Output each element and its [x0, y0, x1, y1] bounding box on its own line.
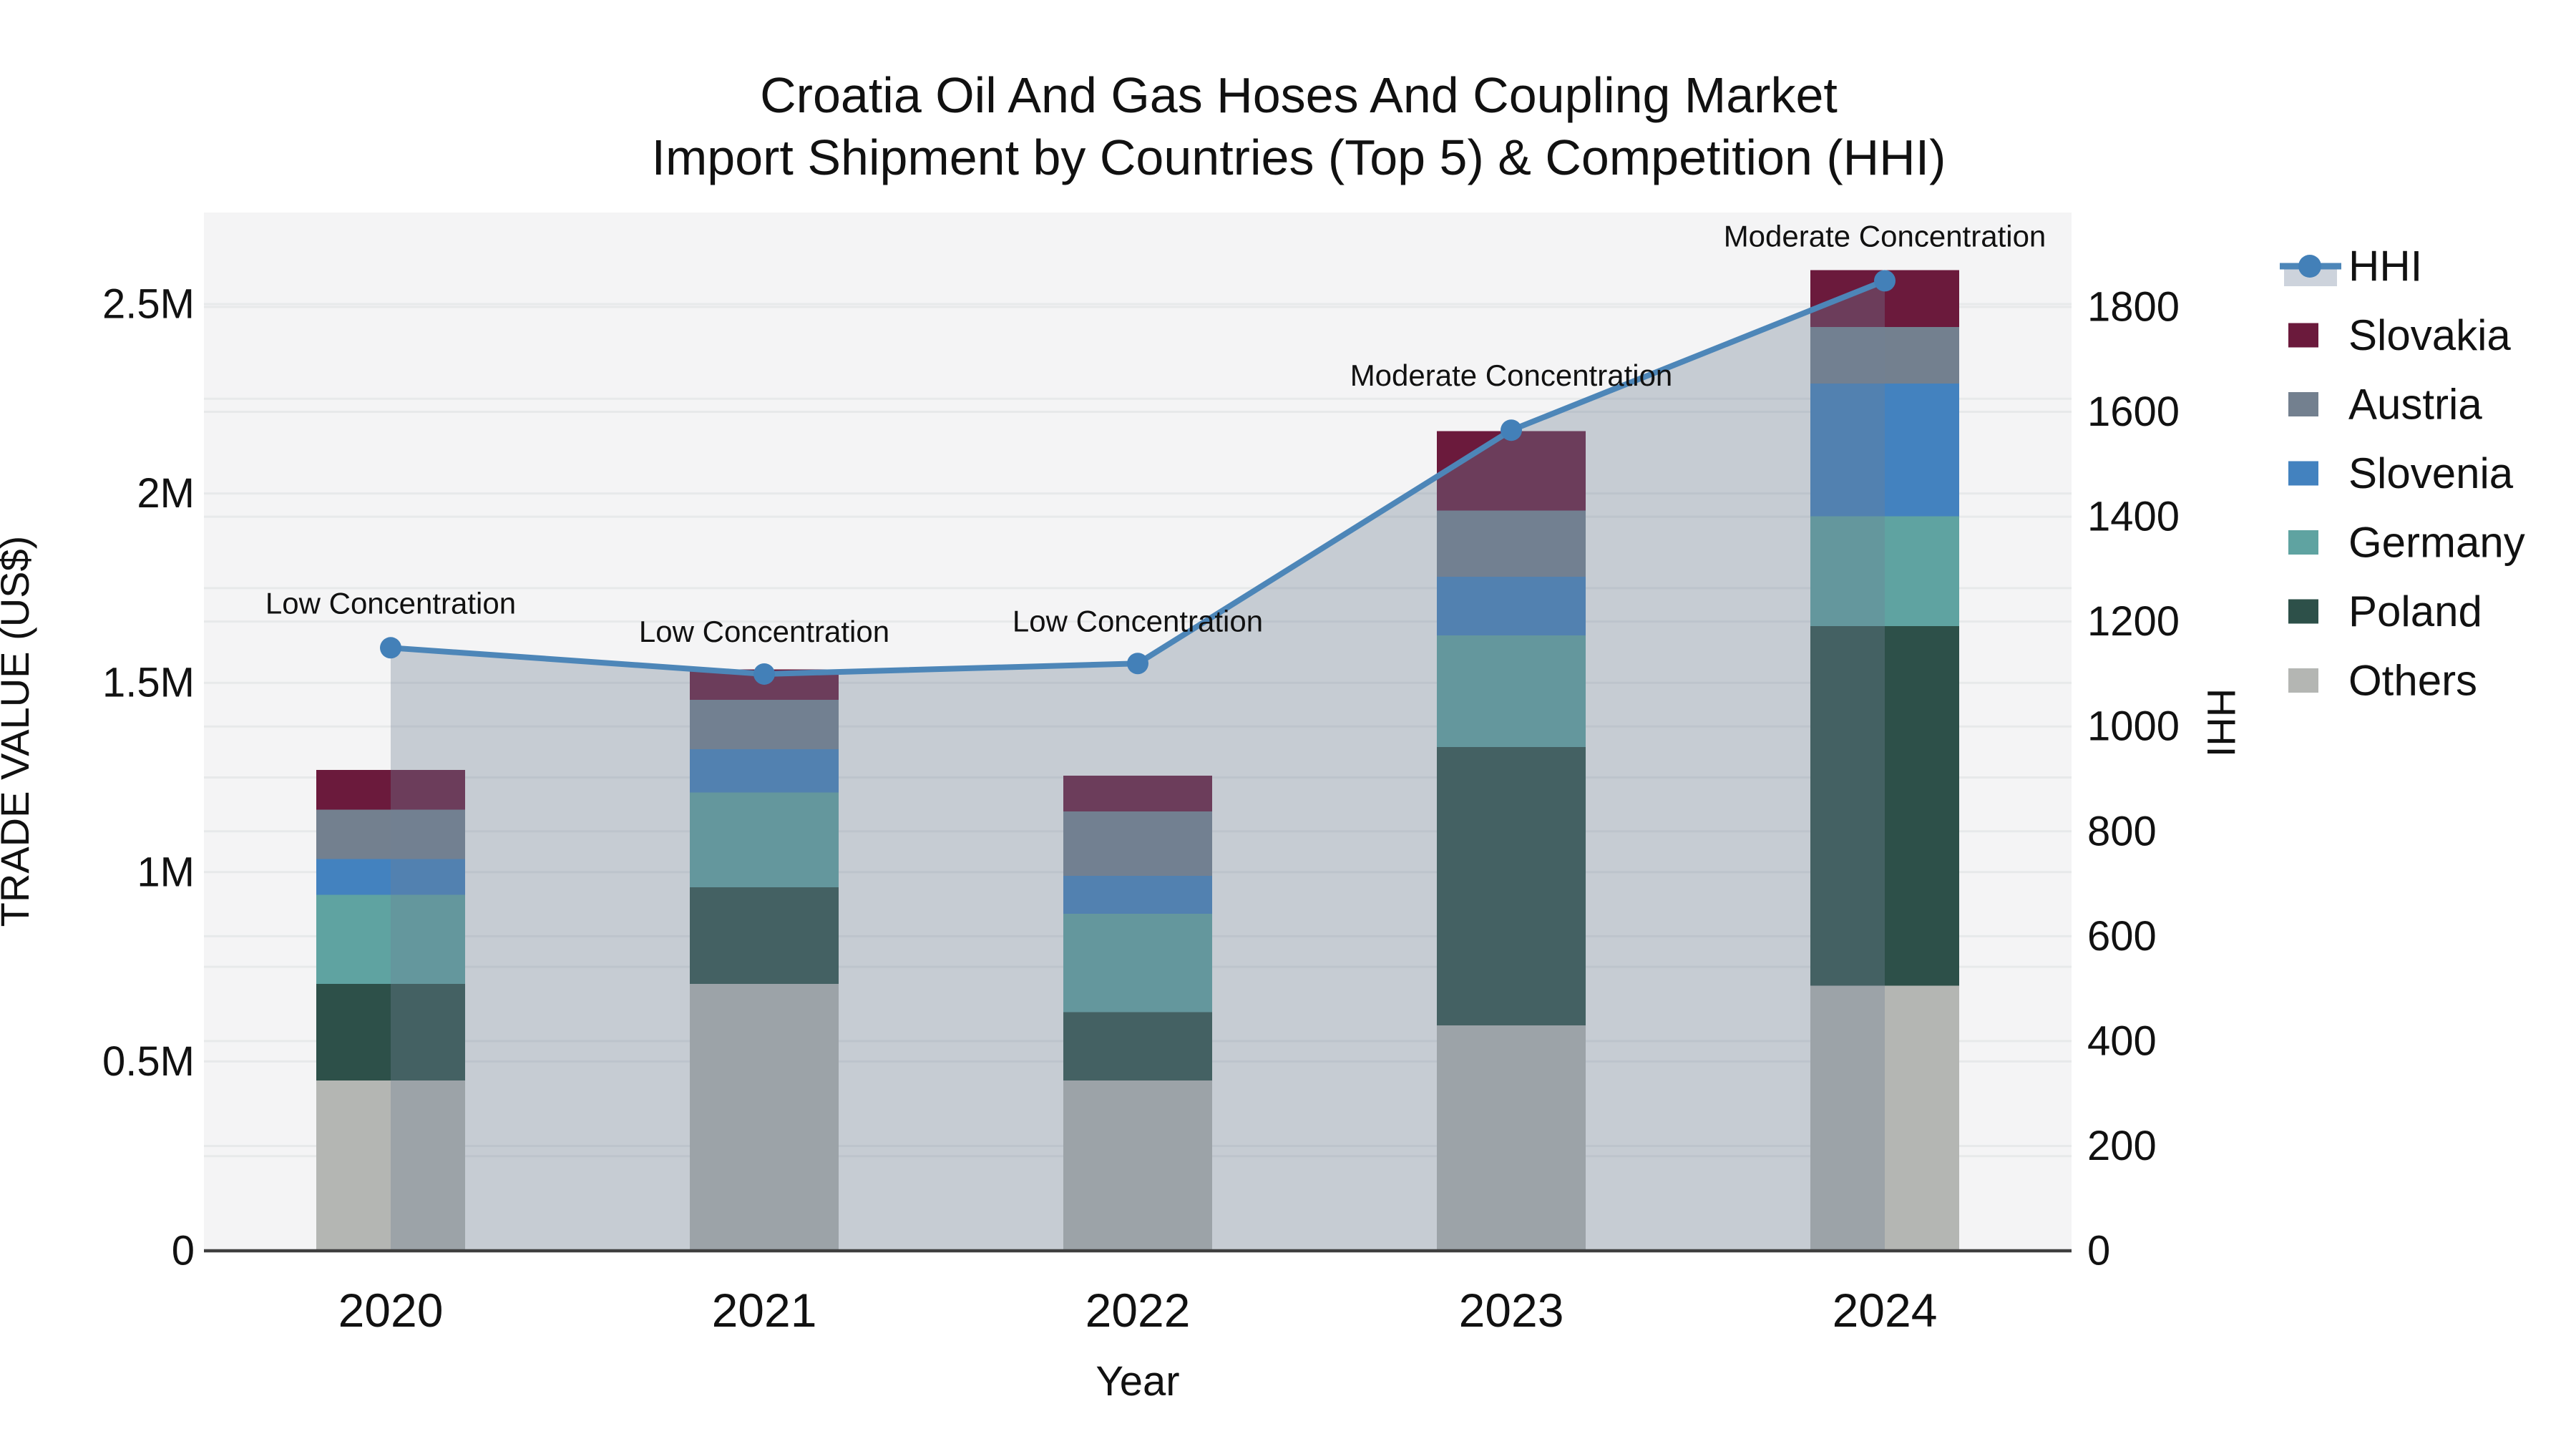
y-left-tick-1.5M: 1.5M [102, 660, 195, 706]
y-right-tick-1200: 1200 [2087, 598, 2180, 645]
bar-segment-2024-germany[interactable] [1810, 516, 1959, 626]
bar-segment-2020-slovakia[interactable] [316, 769, 465, 810]
bar-segment-2021-austria[interactable] [690, 700, 839, 749]
legend-label-poland: Poland [2348, 587, 2482, 635]
bar-segment-2022-slovenia[interactable] [1063, 876, 1212, 914]
y-left-tick-1M: 1M [137, 849, 195, 895]
annotation-2022: Low Concentration [1013, 604, 1263, 638]
bar-segment-2020-austria[interactable] [316, 809, 465, 859]
bar-segment-2021-poland[interactable] [690, 887, 839, 984]
legend-swatch-slovenia [2288, 461, 2318, 486]
legend-label-others: Others [2348, 657, 2477, 705]
annotation-2023: Moderate Concentration [1350, 358, 1673, 392]
legend-label-austria: Austria [2348, 381, 2482, 429]
legend-label-slovakia: Slovakia [2348, 311, 2511, 359]
hhi-marker-2023[interactable] [1501, 419, 1522, 441]
x-tick-2023: 2023 [1459, 1284, 1564, 1337]
hhi-area-group [391, 280, 1885, 1252]
bar-segment-2022-others[interactable] [1063, 1080, 1212, 1251]
legend-swatch-germany [2288, 530, 2318, 555]
bar-segment-2021-germany[interactable] [690, 792, 839, 887]
chart-title-line2: Import Shipment by Countries (Top 5) & C… [652, 130, 1946, 185]
legend-label-slovenia: Slovenia [2348, 449, 2514, 497]
bar-segment-2023-slovenia[interactable] [1437, 577, 1586, 636]
bar-segment-2023-poland[interactable] [1437, 747, 1586, 1026]
annotation-2020: Low Concentration [265, 586, 516, 620]
chart-title-line1: Croatia Oil And Gas Hoses And Coupling M… [760, 67, 1838, 123]
bar-segment-2022-slovakia[interactable] [1063, 775, 1212, 812]
y-right-tick-400: 400 [2087, 1018, 2157, 1064]
legend-swatch-others [2288, 668, 2318, 693]
hhi-area [391, 280, 1885, 1252]
hhi-marker-2024[interactable] [1874, 270, 1896, 292]
legend-label-germany: Germany [2348, 519, 2525, 567]
y-left-tick-2M: 2M [137, 470, 195, 517]
y-left-tick-2.5M: 2.5M [102, 281, 195, 328]
bar-segment-2024-poland[interactable] [1810, 625, 1959, 986]
bar-segment-2024-slovenia[interactable] [1810, 384, 1959, 517]
y-axis-left-title: TRADE VALUE (US$) [0, 536, 37, 927]
x-axis-title: Year [1096, 1358, 1179, 1405]
axis-ticks: 0 0.5M 1M 1.5M 2M 2.5M 0 200 400 600 800 1000 1200 14… [102, 281, 2180, 1337]
bar-segment-2023-others[interactable] [1437, 1025, 1586, 1251]
bar-segment-2022-germany[interactable] [1063, 914, 1212, 1013]
hhi-marker-2022[interactable] [1127, 653, 1148, 675]
bar-segment-2022-poland[interactable] [1063, 1012, 1212, 1080]
x-tick-2020: 2020 [338, 1284, 444, 1337]
annotations: Low Concentration Low Concentration Low Co… [265, 219, 2046, 648]
annotation-2021: Low Concentration [639, 615, 889, 648]
y-right-tick-1600: 1600 [2087, 389, 2180, 435]
legend-item-germany[interactable]: Germany [2288, 519, 2525, 567]
hhi-line-group [380, 270, 1896, 685]
bar-segment-2020-others[interactable] [316, 1080, 465, 1251]
legend: HHI Slovakia Austria Slovenia Germany Poland O… [2280, 243, 2525, 705]
y-right-tick-200: 200 [2087, 1123, 2157, 1169]
legend-swatch-slovakia [2288, 323, 2318, 348]
bar-segment-2023-austria[interactable] [1437, 510, 1586, 577]
bar-segment-2023-slovakia[interactable] [1437, 431, 1586, 511]
legend-item-poland[interactable]: Poland [2288, 587, 2482, 635]
legend-item-austria[interactable]: Austria [2288, 381, 2482, 429]
x-tick-2022: 2022 [1085, 1284, 1191, 1337]
bar-segment-2020-germany[interactable] [316, 894, 465, 984]
legend-item-slovenia[interactable]: Slovenia [2288, 449, 2514, 497]
legend-item-others[interactable]: Others [2288, 657, 2477, 705]
legend-label-hhi: HHI [2348, 243, 2422, 291]
y-right-tick-1000: 1000 [2087, 703, 2180, 750]
y-axis-right-title: HHI [2199, 688, 2244, 757]
y-right-tick-0: 0 [2087, 1228, 2110, 1274]
y-right-tick-800: 800 [2087, 808, 2157, 854]
y-right-tick-1400: 1400 [2087, 494, 2180, 540]
bar-segment-2020-slovenia[interactable] [316, 859, 465, 895]
legend-swatch-poland [2288, 599, 2318, 624]
y-right-tick-1800: 1800 [2087, 284, 2180, 331]
bar-segment-2021-others[interactable] [690, 983, 839, 1251]
legend-hhi-marker-icon [2298, 255, 2321, 278]
stacked-bars [316, 270, 1959, 1251]
hhi-marker-2021[interactable] [753, 663, 775, 685]
y-left-tick-0: 0 [172, 1228, 195, 1274]
y-right-tick-600: 600 [2087, 913, 2157, 960]
bar-segment-2024-austria[interactable] [1810, 326, 1959, 384]
x-tick-2021: 2021 [712, 1284, 817, 1337]
legend-item-hhi[interactable]: HHI [2280, 243, 2422, 291]
annotation-2024: Moderate Concentration [1724, 219, 2046, 253]
bar-segment-2022-austria[interactable] [1063, 811, 1212, 877]
bar-segment-2023-germany[interactable] [1437, 635, 1586, 748]
bar-segment-2024-others[interactable] [1810, 985, 1959, 1251]
y-left-tick-0.5M: 0.5M [102, 1038, 195, 1085]
bar-segment-2020-poland[interactable] [316, 983, 465, 1080]
x-tick-2024: 2024 [1833, 1284, 1938, 1337]
legend-swatch-austria [2288, 392, 2318, 416]
bar-segment-2021-slovenia[interactable] [690, 748, 839, 793]
legend-item-slovakia[interactable]: Slovakia [2288, 311, 2511, 359]
hhi-marker-2020[interactable] [380, 637, 401, 659]
